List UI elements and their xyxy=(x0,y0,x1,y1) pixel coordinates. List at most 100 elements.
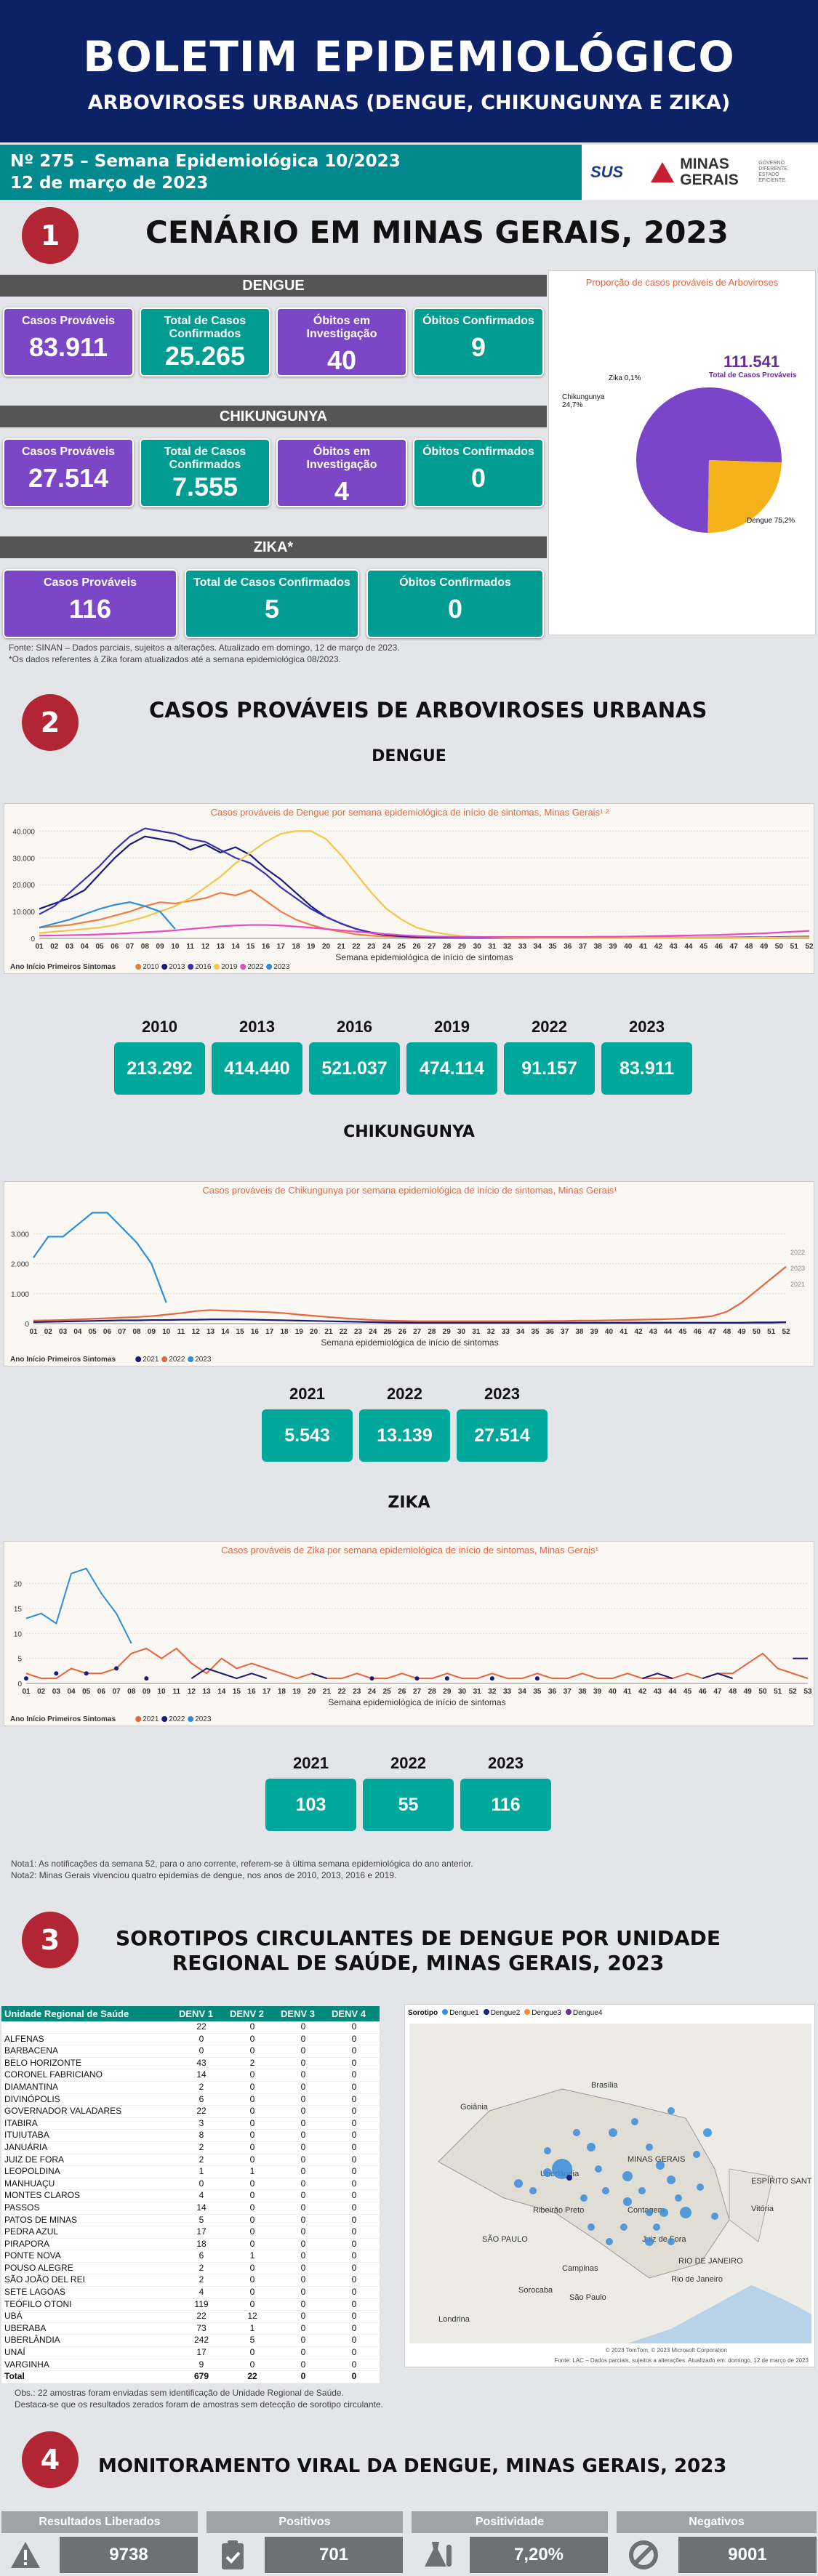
map-legend-item[interactable]: Dengue3 xyxy=(524,2009,561,2017)
x-tick-label: 31 xyxy=(488,943,497,951)
region-name: GOVERNADOR VALADARES xyxy=(1,2105,176,2118)
x-tick-label: 13 xyxy=(203,1688,212,1696)
serotype-marker xyxy=(514,2179,523,2188)
map-legend-item[interactable]: Dengue4 xyxy=(565,2009,602,2017)
table-header[interactable]: DENV 3 xyxy=(278,2006,329,2021)
table-row[interactable]: UBERABA 73 1 0 0 xyxy=(1,2322,380,2335)
serotype-count: 14 xyxy=(176,2202,227,2215)
y-tick-label: 3.000 xyxy=(11,1231,29,1239)
table-row[interactable]: PASSOS 14 0 0 0 xyxy=(1,2202,380,2215)
table-row[interactable]: MONTES CLAROS 4 0 0 0 xyxy=(1,2189,380,2202)
legend-label: 2013 xyxy=(169,963,185,971)
serotype-marker xyxy=(587,2143,596,2152)
map-legend-item[interactable]: Dengue2 xyxy=(483,2009,520,2017)
table-header[interactable]: DENV 2 xyxy=(227,2006,278,2021)
table-row[interactable]: ITUIUTABA 8 0 0 0 xyxy=(1,2129,380,2142)
serotype-count: 0 xyxy=(329,2093,380,2106)
series-line-2022 xyxy=(702,1673,733,1680)
table-row[interactable]: PATOS DE MINAS 5 0 0 0 xyxy=(1,2214,380,2227)
serotype-marker xyxy=(573,2129,580,2136)
serotype-marker xyxy=(544,2147,551,2154)
x-tick-label: 04 xyxy=(67,1688,76,1696)
x-tick-label: 37 xyxy=(564,1688,572,1696)
map-place-label: Goiânia xyxy=(460,2103,489,2112)
serotype-count: 0 xyxy=(278,2141,329,2154)
table-row[interactable]: GOVERNADOR VALADARES 22 0 0 0 xyxy=(1,2105,380,2118)
serotype-count: 22 xyxy=(176,2021,227,2034)
chik-year-label: 2022 xyxy=(387,1385,422,1403)
serotype-count: 8 xyxy=(176,2129,227,2142)
serotype-marker xyxy=(693,2151,700,2158)
table-row[interactable]: UBÁ 22 12 0 0 xyxy=(1,2310,380,2323)
series-line-2016 xyxy=(39,827,810,938)
serotype-marker xyxy=(653,2223,660,2231)
table-row[interactable]: JANUÁRIA 2 0 0 0 xyxy=(1,2141,380,2154)
serotype-count: 0 xyxy=(227,2359,278,2372)
serotype-marker xyxy=(703,2128,712,2137)
serotype-count: 0 xyxy=(329,2310,380,2323)
x-tick-label: 37 xyxy=(561,1328,569,1336)
table-row[interactable]: TEÓFILO OTONI 119 0 0 0 xyxy=(1,2298,380,2311)
series-line-2022 xyxy=(311,1673,327,1680)
table-row[interactable]: CORONEL FABRICIANO 14 0 0 0 xyxy=(1,2069,380,2082)
serotype-table-panel: Unidade Regional de Saúde DENV 1 DENV 2 DEN… xyxy=(1,2006,380,2383)
chik-year-label: 2021 xyxy=(289,1385,325,1403)
table-row[interactable]: BARBACENA 0 0 0 0 xyxy=(1,2045,380,2058)
serotype-count: 1 xyxy=(176,2165,227,2178)
section-1-number: 1 xyxy=(22,207,79,264)
legend-label: 2019 xyxy=(221,963,238,971)
x-tick-label: 35 xyxy=(531,1328,540,1336)
map-legend-item[interactable]: Dengue1 xyxy=(442,2009,479,2017)
table-header[interactable]: DENV 1 xyxy=(176,2006,227,2021)
serotype-count: 0 xyxy=(227,2129,278,2142)
table-row[interactable]: ITABIRA 3 0 0 0 xyxy=(1,2117,380,2130)
serotype-marker xyxy=(631,2118,638,2125)
table-row[interactable]: 22 0 0 0 xyxy=(1,2021,380,2034)
serotype-count: 0 xyxy=(278,2202,329,2215)
serotype-count: 0 xyxy=(329,2141,380,2154)
legend-marker xyxy=(161,1356,168,1362)
table-row[interactable]: ALFENAS 0 0 0 0 xyxy=(1,2033,380,2046)
sec2-note2: Nota2: Minas Gerais vivenciou quatro epi… xyxy=(11,1870,397,1880)
table-row[interactable]: PONTE NOVA 6 1 0 0 xyxy=(1,2250,380,2263)
kpi-released-value: 9738 xyxy=(60,2537,198,2573)
x-tick-label: 36 xyxy=(546,1328,555,1336)
region-name: LEOPOLDINA xyxy=(1,2165,176,2178)
x-tick-label: 04 xyxy=(73,1328,82,1336)
table-header[interactable]: Unidade Regional de Saúde xyxy=(1,2006,176,2021)
table-row[interactable]: MANHUAÇU 0 0 0 0 xyxy=(1,2178,380,2191)
table-row[interactable]: LEOPOLDINA 1 1 0 0 xyxy=(1,2165,380,2178)
table-row[interactable]: UNAÍ 17 0 0 0 xyxy=(1,2346,380,2359)
serotype-count: 0 xyxy=(227,2154,278,2167)
x-tick-label: 32 xyxy=(487,1328,496,1336)
table-row[interactable]: Total 679 22 0 0 xyxy=(1,2370,380,2383)
x-tick-label: 30 xyxy=(458,1688,467,1696)
table-row[interactable]: PIRAPORA 18 0 0 0 xyxy=(1,2238,380,2251)
legend-marker xyxy=(135,964,142,970)
x-tick-label: 36 xyxy=(548,1688,557,1696)
table-row[interactable]: POUSO ALEGRE 2 0 0 0 xyxy=(1,2262,380,2275)
serotype-marker xyxy=(646,2209,653,2216)
legend-label: 2022 xyxy=(169,1715,185,1723)
table-row[interactable]: PEDRA AZUL 17 0 0 0 xyxy=(1,2226,380,2239)
legend-label: 2022 xyxy=(169,1356,185,1364)
table-header[interactable]: DENV 4 xyxy=(329,2006,380,2021)
table-row[interactable]: DIAMANTINA 2 0 0 0 xyxy=(1,2081,380,2094)
x-tick-label: 42 xyxy=(654,943,663,951)
table-row[interactable]: JUIZ DE FORA 2 0 0 0 xyxy=(1,2154,380,2167)
chik-confirmed-value: 7.555 xyxy=(172,472,238,502)
serotype-marker xyxy=(623,2197,632,2206)
serotype-count: 1 xyxy=(227,2322,278,2335)
legend-label: 2023 xyxy=(195,1356,212,1364)
table-row[interactable]: BELO HORIZONTE 43 2 0 0 xyxy=(1,2057,380,2070)
table-row[interactable]: SETE LAGOAS 4 0 0 0 xyxy=(1,2286,380,2299)
table-row[interactable]: VARGINHA 9 0 0 0 xyxy=(1,2359,380,2372)
series-line-2022 xyxy=(33,1265,787,1322)
serotype-count: 0 xyxy=(278,2238,329,2251)
kpi-positivity-label: Positividade xyxy=(412,2511,608,2533)
table-row[interactable]: SÃO JOÃO DEL REI 2 0 0 0 xyxy=(1,2274,380,2287)
x-tick-label: 09 xyxy=(156,943,165,951)
table-row[interactable]: UBERLÂNDIA 242 5 0 0 xyxy=(1,2334,380,2348)
table-row[interactable]: DIVINÓPOLIS 6 0 0 0 xyxy=(1,2093,380,2106)
